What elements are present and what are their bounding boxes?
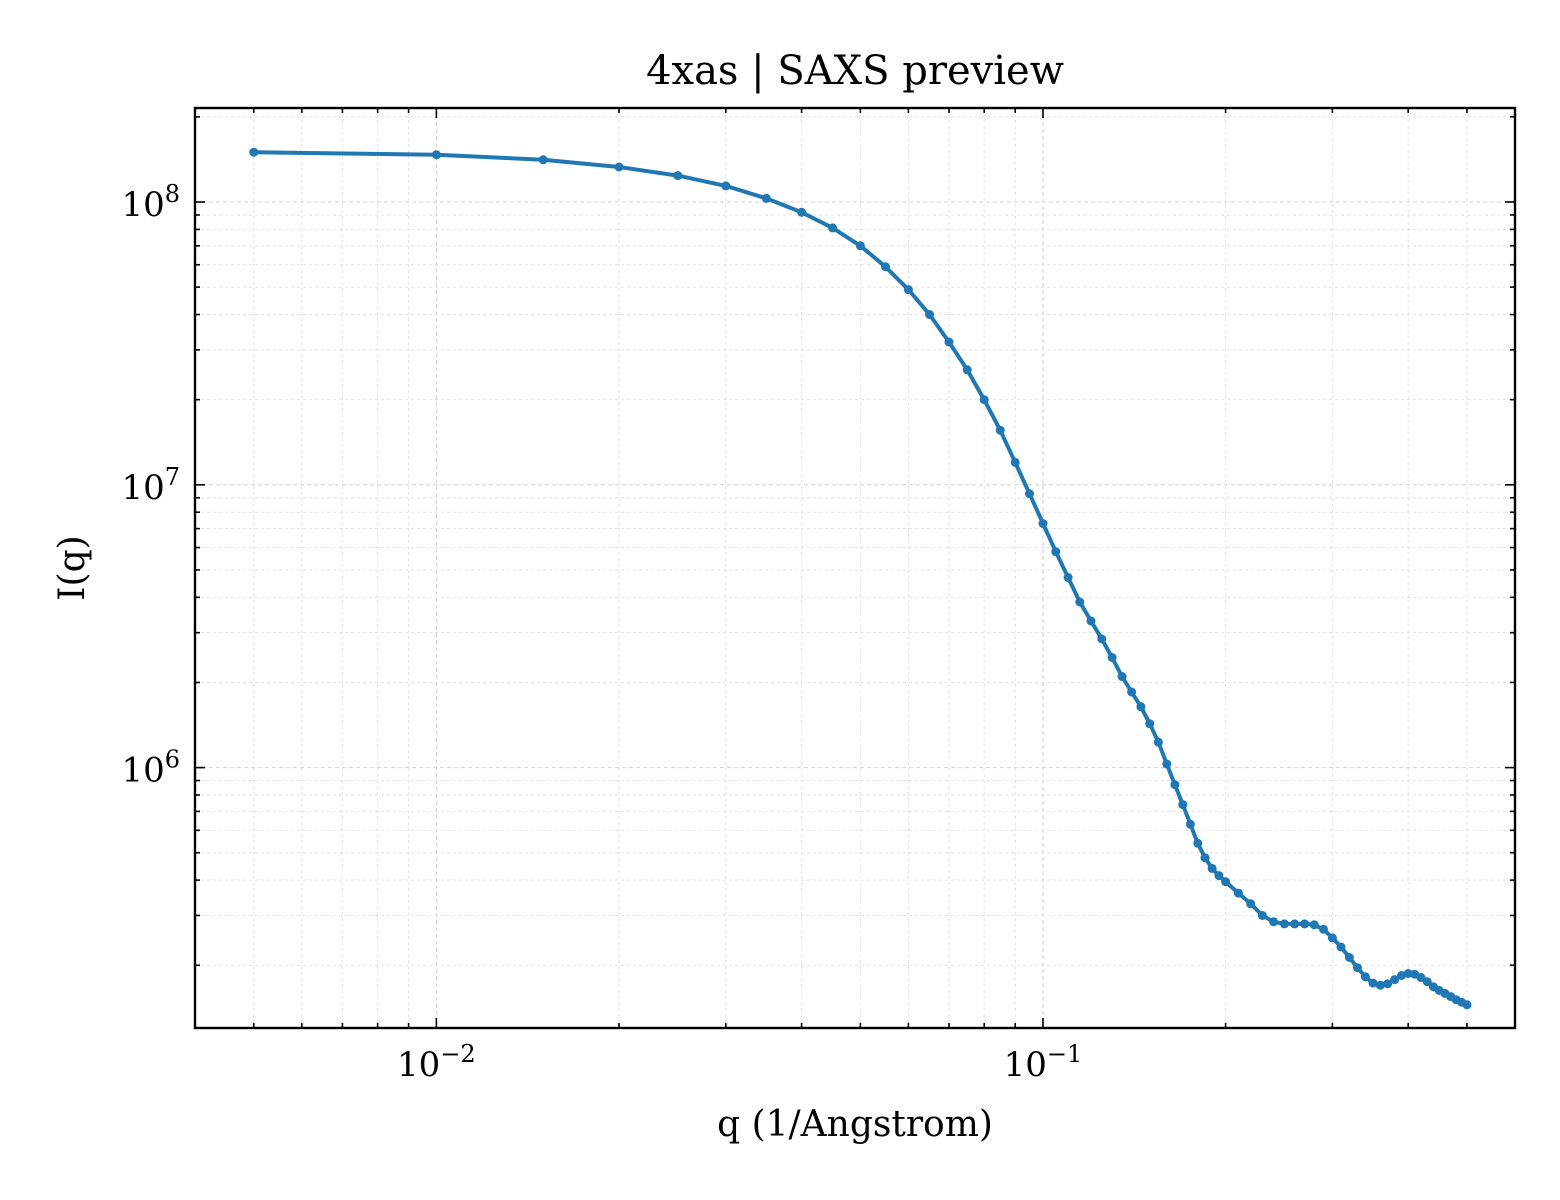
y-tick-label: 107 — [121, 463, 180, 508]
data-point — [1336, 942, 1346, 952]
data-point — [1462, 1000, 1472, 1010]
data-point — [1279, 919, 1289, 929]
data-point — [1200, 853, 1210, 863]
grid-lines — [194, 108, 1515, 1028]
data-point — [1025, 489, 1034, 499]
y-tick-label: 108 — [121, 180, 180, 225]
data-point — [995, 425, 1005, 435]
x-axis-label: q (1/Angstrom) — [717, 1104, 993, 1145]
data-point — [1127, 687, 1137, 697]
data-point — [828, 223, 838, 233]
data-point — [1162, 759, 1172, 769]
data-point — [1344, 953, 1354, 962]
data-point — [903, 285, 913, 295]
data-point — [1117, 672, 1127, 681]
data-point — [1185, 819, 1195, 829]
data-point — [673, 171, 683, 181]
data-point — [1300, 919, 1310, 929]
data-point — [1063, 573, 1073, 582]
data-point — [925, 310, 934, 319]
data-point — [721, 181, 731, 191]
x-tick-label: 10−1 — [1004, 1040, 1083, 1085]
data-point — [979, 395, 989, 405]
data-point — [761, 193, 771, 203]
data-point — [1319, 924, 1328, 934]
data-point — [1257, 911, 1267, 920]
data-point — [1051, 547, 1061, 557]
tick-labels: 10−2 10−1 106 107 108 — [121, 180, 1082, 1085]
y-axis-label: I(q) — [52, 535, 93, 600]
data-point — [1136, 702, 1146, 712]
data-point — [1107, 653, 1117, 662]
data-point — [1353, 963, 1362, 973]
data-point — [1214, 871, 1224, 881]
chart-title: 4xas | SAXS preview — [646, 48, 1064, 94]
data-point — [1290, 919, 1300, 929]
data-point — [1360, 972, 1370, 982]
data-point — [1178, 800, 1188, 810]
data-point — [881, 262, 890, 272]
data-point — [1422, 977, 1432, 987]
data-point — [1086, 616, 1096, 626]
data-point — [249, 147, 259, 157]
x-tick-label: 10−2 — [397, 1040, 476, 1085]
data-point — [538, 155, 548, 165]
data-point — [1010, 457, 1020, 467]
data-point — [797, 207, 807, 217]
data-point — [962, 365, 972, 375]
data-point — [1038, 519, 1048, 528]
data-point — [1207, 863, 1217, 873]
data-point — [1403, 969, 1413, 978]
data-point — [944, 337, 954, 347]
axes-frame — [193, 106, 1517, 1030]
data-point — [431, 150, 441, 160]
data-point — [1390, 975, 1400, 985]
data-point — [1327, 933, 1337, 943]
data-point — [1368, 978, 1378, 988]
data-point — [855, 241, 865, 251]
data-point — [1269, 917, 1279, 927]
data-point — [614, 162, 624, 172]
data-point — [1145, 719, 1155, 729]
data-point — [1075, 597, 1085, 607]
plot-area — [249, 147, 1472, 1010]
data-point — [1233, 888, 1243, 898]
y-tick-label: 106 — [121, 746, 180, 791]
data-point — [1246, 899, 1256, 909]
data-point — [1193, 838, 1203, 848]
data-point — [1097, 634, 1107, 644]
data-point — [1375, 980, 1385, 990]
data-point — [1383, 979, 1393, 989]
data-point — [1153, 737, 1163, 747]
data-point — [1309, 920, 1319, 930]
data-point — [1221, 877, 1231, 887]
data-point — [1170, 780, 1180, 790]
